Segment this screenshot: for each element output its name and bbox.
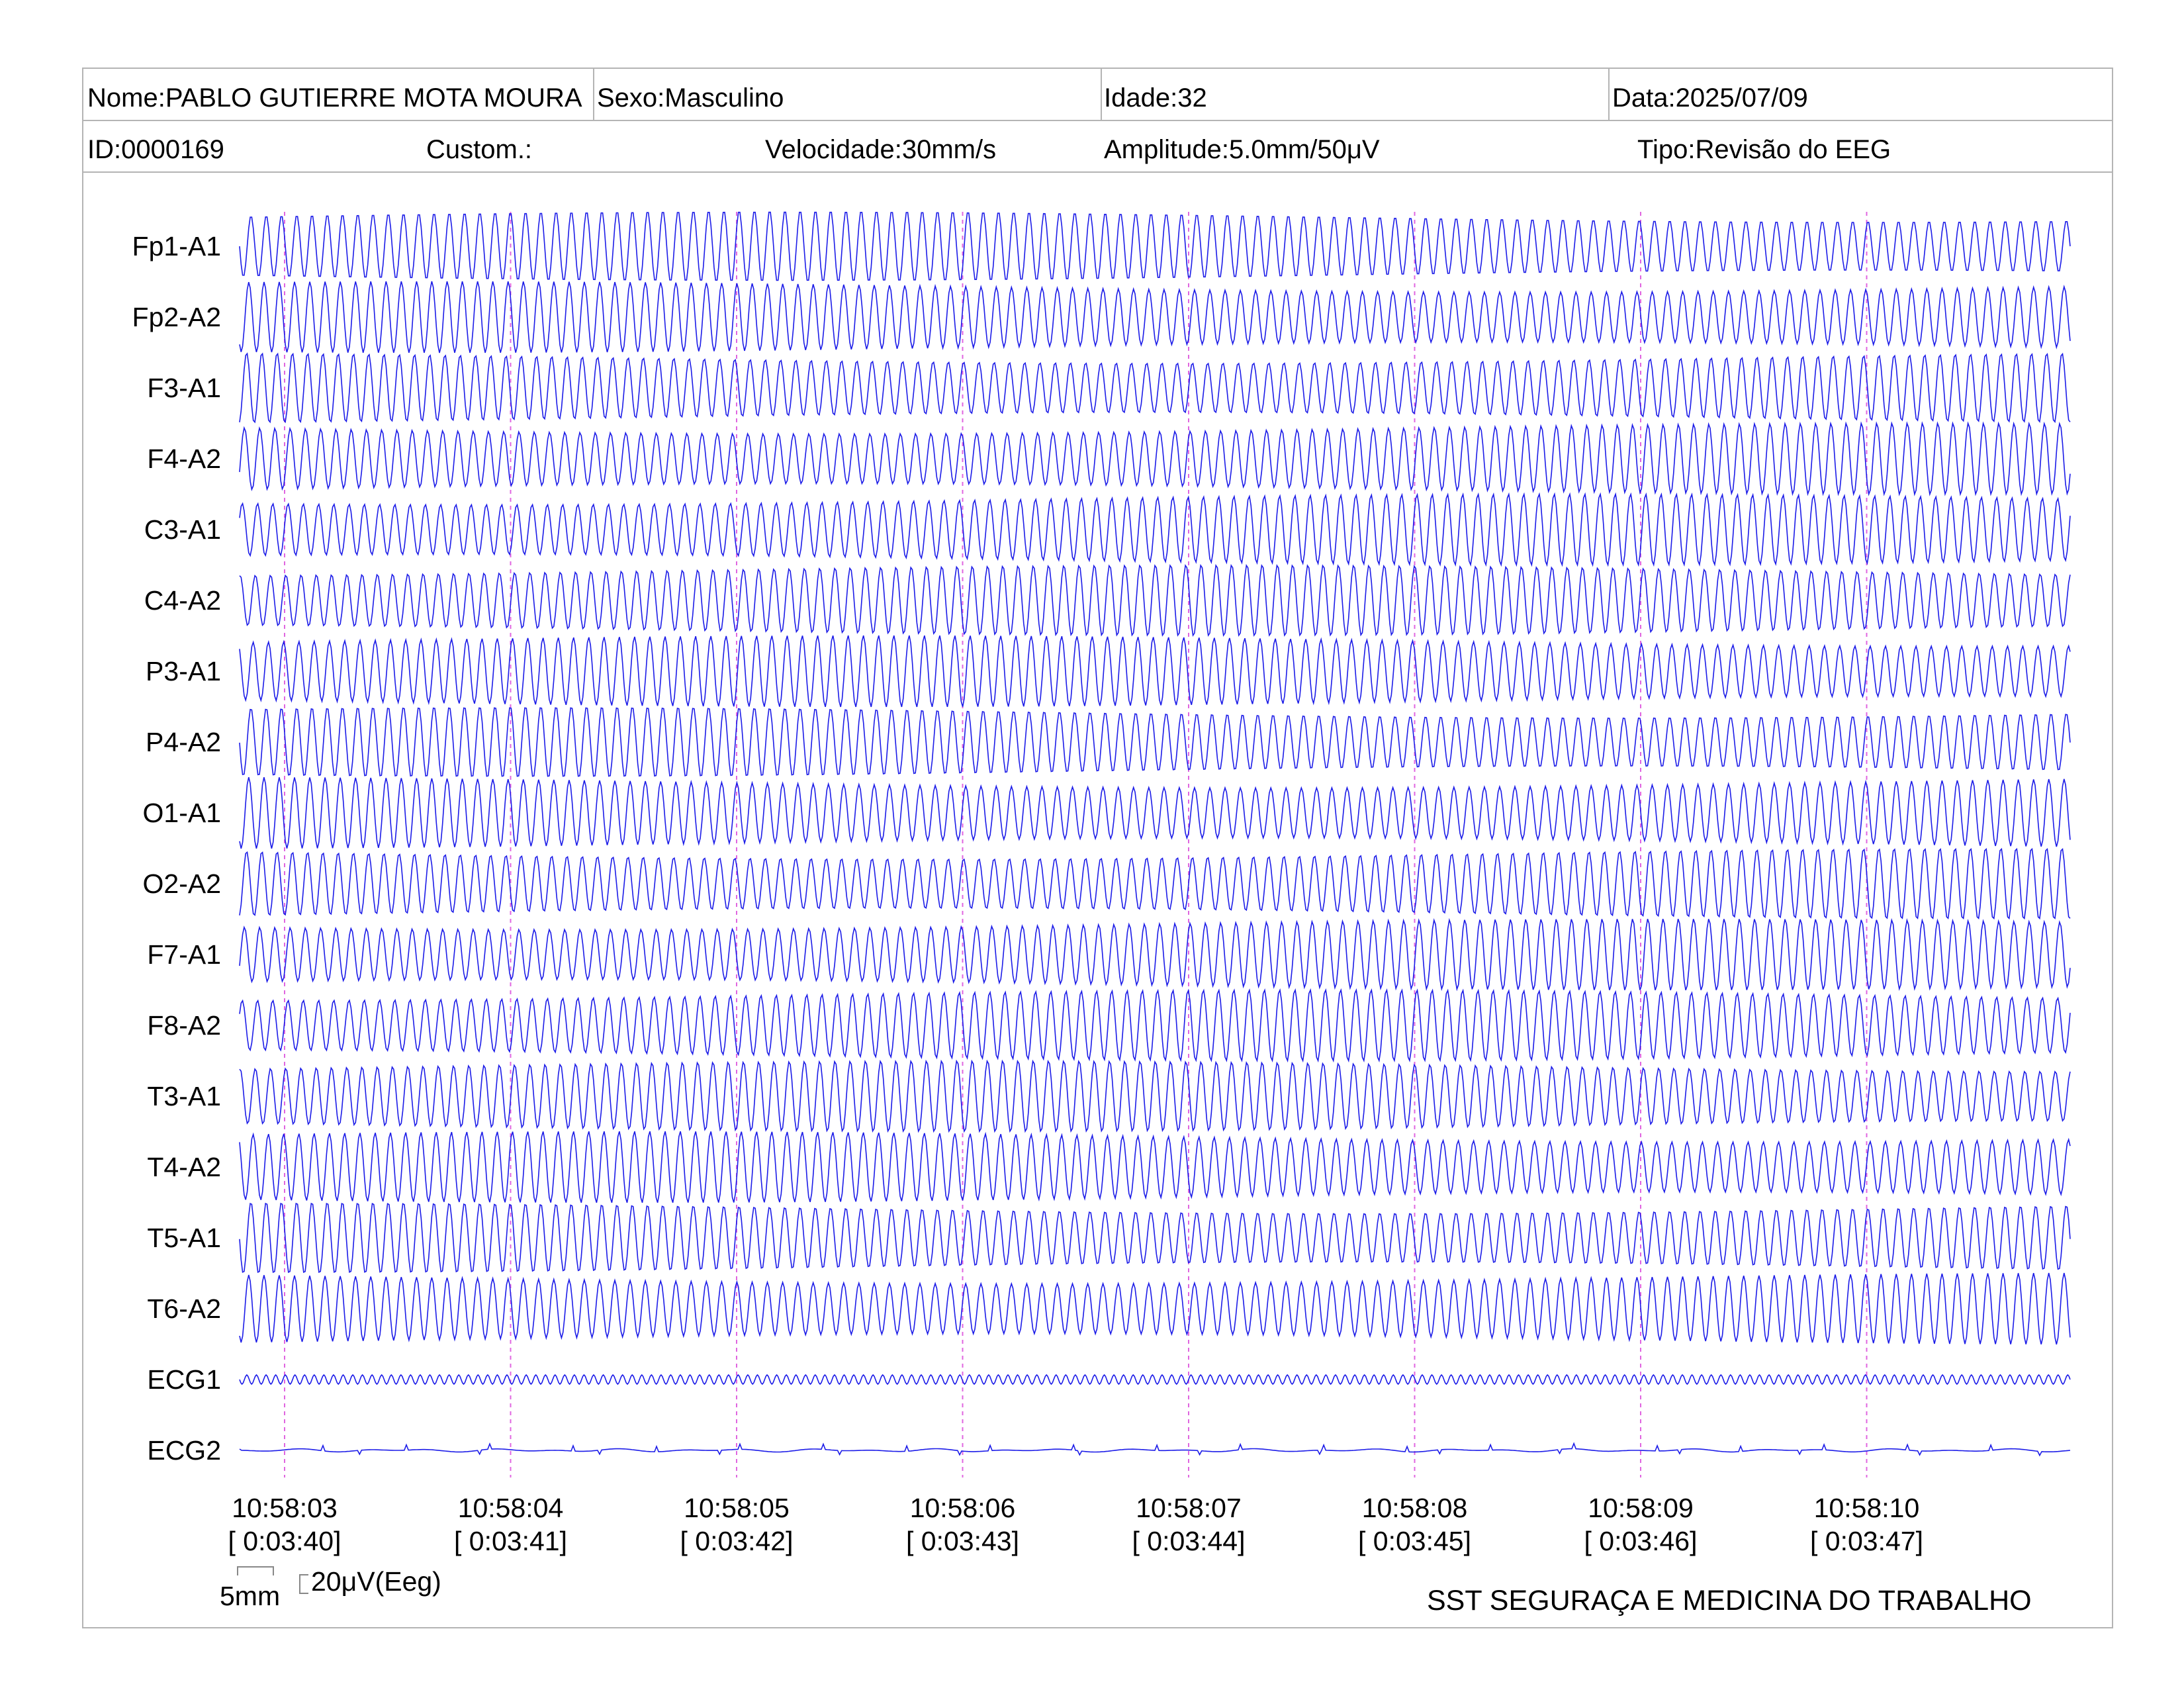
channel-trace [239, 635, 2071, 708]
channel-trace [239, 1442, 2071, 1457]
channel-trace [239, 847, 2071, 920]
time-marker-clock: 10:58:09 [1588, 1493, 1694, 1523]
channel-trace [239, 776, 2071, 849]
channel-trace [239, 1272, 2071, 1345]
channel-trace [239, 1374, 2071, 1385]
exam-date: Data:2025/07/09 [1612, 83, 1808, 113]
company-footer: SST SEGURAÇA E MEDICINA DO TRABALHO [1427, 1585, 2032, 1617]
channel-label: C3-A1 [144, 514, 221, 545]
time-marker-elapsed: [ 0:03:43] [906, 1526, 1019, 1556]
time-marker-clock: 10:58:04 [458, 1493, 564, 1523]
channel-trace [239, 917, 2071, 992]
time-marker-elapsed: [ 0:03:41] [454, 1526, 567, 1556]
channel-trace [239, 564, 2071, 637]
report-frame [82, 68, 2113, 1628]
channel-label: C4-A2 [144, 585, 221, 616]
channel-label: T4-A2 [147, 1152, 221, 1182]
channel-trace [239, 1059, 2071, 1133]
channel-label: T3-A1 [147, 1081, 221, 1111]
channel-trace [239, 211, 2071, 281]
channel-label: F4-A2 [147, 444, 221, 474]
channel-trace [239, 1131, 2071, 1203]
channel-label: P3-A1 [146, 656, 221, 686]
header-divider [82, 171, 2113, 173]
time-marker-elapsed: [ 0:03:46] [1584, 1526, 1698, 1556]
channel-label: F7-A1 [147, 939, 221, 970]
custom-field: Custom.: [426, 135, 533, 164]
time-marker-elapsed: [ 0:03:45] [1358, 1526, 1471, 1556]
amplitude-scale-label: 20μV(Eeg) [299, 1566, 441, 1597]
channel-label: F8-A2 [147, 1010, 221, 1041]
time-marker-elapsed: [ 0:03:40] [228, 1526, 341, 1556]
channel-label: O1-A1 [143, 798, 222, 828]
time-marker-elapsed: [ 0:03:44] [1132, 1526, 1246, 1556]
channel-label: P4-A2 [146, 727, 221, 757]
exam-type: Tipo:Revisão do EEG [1637, 135, 1891, 164]
patient-name: Nome:PABLO GUTIERRE MOTA MOURA [87, 83, 582, 113]
time-marker-clock: 10:58:07 [1136, 1493, 1242, 1523]
channel-trace [239, 492, 2071, 567]
header-cell-divider [1101, 68, 1102, 120]
time-marker-clock: 10:58:06 [910, 1493, 1016, 1523]
channel-label: ECG1 [147, 1364, 221, 1395]
time-marker-elapsed: [ 0:03:42] [680, 1526, 794, 1556]
amplitude-scale-bar [299, 1574, 308, 1594]
patient-sex: Sexo:Masculino [597, 82, 784, 114]
channel-label: F3-A1 [147, 373, 221, 403]
channel-label: O2-A2 [143, 868, 222, 899]
channel-trace [239, 281, 2071, 353]
time-scale-text: 5mm [220, 1581, 281, 1611]
header-cell-divider [593, 68, 594, 120]
channel-trace [239, 421, 2071, 496]
time-marker-elapsed: [ 0:03:47] [1810, 1526, 1923, 1556]
amplitude-scale-text: 20μV(Eeg) [311, 1566, 441, 1597]
patient-age: Idade:32 [1104, 83, 1207, 113]
channel-trace [239, 988, 2071, 1063]
amplitude-setting: Amplitude:5.0mm/50μV [1104, 135, 1380, 164]
time-scale-label: 5mm [220, 1566, 281, 1612]
time-marker-clock: 10:58:08 [1362, 1493, 1468, 1523]
channel-trace [239, 707, 2071, 777]
header-divider [82, 120, 2113, 121]
channel-label: Fp1-A1 [132, 231, 221, 261]
time-marker-clock: 10:58:10 [1814, 1493, 1920, 1523]
channel-label: ECG2 [147, 1435, 221, 1466]
channel-trace [239, 352, 2071, 424]
header-cell-divider [1608, 68, 1610, 120]
patient-id: ID:0000169 [87, 135, 224, 164]
channel-trace [239, 1202, 2071, 1274]
channel-label: T6-A2 [147, 1293, 221, 1324]
time-scale-bar [237, 1566, 274, 1575]
channel-label: Fp2-A2 [132, 302, 221, 332]
channel-label: T5-A1 [147, 1223, 221, 1253]
paper-speed: Velocidade:30mm/s [765, 135, 997, 164]
time-marker-clock: 10:58:05 [684, 1493, 790, 1523]
time-marker-clock: 10:58:03 [232, 1493, 338, 1523]
